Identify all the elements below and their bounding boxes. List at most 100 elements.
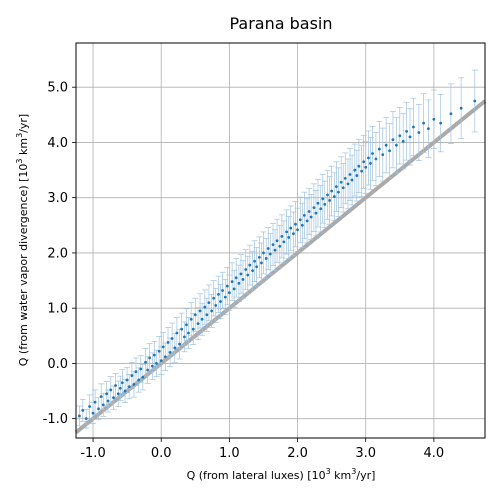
data-point	[78, 414, 81, 418]
data-point	[207, 301, 211, 305]
data-point	[316, 201, 320, 205]
data-point	[239, 272, 243, 276]
data-point	[212, 296, 216, 300]
data-point	[155, 362, 158, 365]
data-point	[391, 138, 395, 142]
data-point	[343, 176, 347, 180]
data-point	[312, 206, 316, 210]
data-point	[422, 121, 426, 125]
data-point	[84, 417, 88, 421]
data-point	[112, 396, 115, 400]
data-point	[168, 350, 172, 354]
y-axis-label-sup2: 3	[15, 133, 24, 138]
data-point	[384, 143, 388, 147]
data-point	[141, 375, 145, 379]
data-point	[166, 341, 170, 344]
data-point	[285, 230, 289, 234]
errorbar-group	[76, 69, 478, 429]
data-point	[118, 386, 122, 390]
data-point	[355, 174, 359, 177]
data-point	[473, 99, 477, 103]
data-point	[173, 346, 177, 350]
data-point	[309, 215, 313, 219]
data-point	[302, 213, 306, 217]
data-point	[175, 331, 179, 335]
data-point	[377, 147, 381, 151]
data-point	[412, 125, 415, 129]
data-point	[159, 359, 163, 363]
data-point	[314, 211, 318, 215]
y-tick-label: 1.0	[47, 302, 68, 317]
data-point	[292, 232, 295, 235]
data-point	[275, 239, 279, 243]
data-point	[139, 367, 143, 371]
data-point	[319, 207, 323, 211]
data-point	[388, 149, 391, 153]
data-point	[408, 135, 412, 139]
data-point	[394, 143, 398, 147]
data-point	[439, 121, 443, 125]
data-point	[459, 106, 463, 110]
data-point	[163, 355, 167, 359]
data-point	[271, 243, 275, 247]
data-point	[106, 399, 110, 403]
data-point	[161, 345, 165, 349]
data-point	[381, 153, 385, 156]
x-tick-label: 4.0	[424, 446, 445, 461]
data-point	[180, 327, 184, 331]
y-tick-label: -1.0	[43, 412, 68, 427]
data-point	[187, 331, 190, 335]
data-point	[405, 129, 409, 133]
x-tick-label: -1.0	[80, 446, 105, 461]
y-tick-label: 5.0	[47, 81, 68, 96]
data-point	[296, 228, 299, 232]
y-tick-label: 4.0	[47, 136, 68, 151]
data-point	[251, 269, 254, 273]
y-tick-label: 3.0	[47, 191, 68, 206]
data-point	[449, 112, 453, 116]
data-point	[268, 252, 272, 256]
data-point	[237, 281, 241, 285]
data-point	[101, 403, 105, 407]
data-point	[178, 342, 182, 346]
data-point	[210, 309, 214, 313]
data-point	[225, 284, 229, 288]
data-point	[170, 337, 174, 340]
data-point	[196, 322, 200, 326]
data-point	[332, 195, 336, 198]
y-tick-label: 0.0	[47, 357, 68, 372]
x-tick-label: 0.0	[151, 446, 172, 461]
data-point	[432, 117, 436, 121]
data-point	[362, 160, 366, 164]
y-axis-label: Q (from water vapor divergence) [103 km3…	[15, 114, 30, 366]
data-point	[246, 273, 250, 277]
data-point	[294, 222, 297, 226]
data-point	[262, 251, 265, 255]
data-point	[369, 162, 372, 165]
data-point	[146, 368, 149, 372]
data-point	[91, 411, 95, 415]
data-point	[157, 349, 161, 353]
data-point	[127, 385, 131, 389]
data-point	[116, 392, 120, 396]
y-axis-label-suffix: /yr]	[17, 114, 30, 133]
data-point	[341, 186, 345, 190]
data-point	[337, 190, 340, 194]
data-point	[273, 248, 277, 252]
data-point	[253, 259, 256, 263]
plot-frame	[75, 42, 486, 439]
data-point	[353, 168, 357, 172]
data-point	[105, 392, 109, 396]
data-point	[132, 383, 136, 386]
data-point	[244, 268, 248, 271]
data-point	[360, 169, 364, 173]
data-point	[198, 309, 202, 313]
data-point	[99, 395, 103, 398]
data-point	[321, 197, 325, 201]
data-point	[398, 134, 402, 138]
data-point	[234, 276, 238, 280]
data-point	[191, 327, 195, 331]
x-axis-label-suffix: /yr]	[356, 469, 375, 482]
data-point	[264, 257, 268, 260]
